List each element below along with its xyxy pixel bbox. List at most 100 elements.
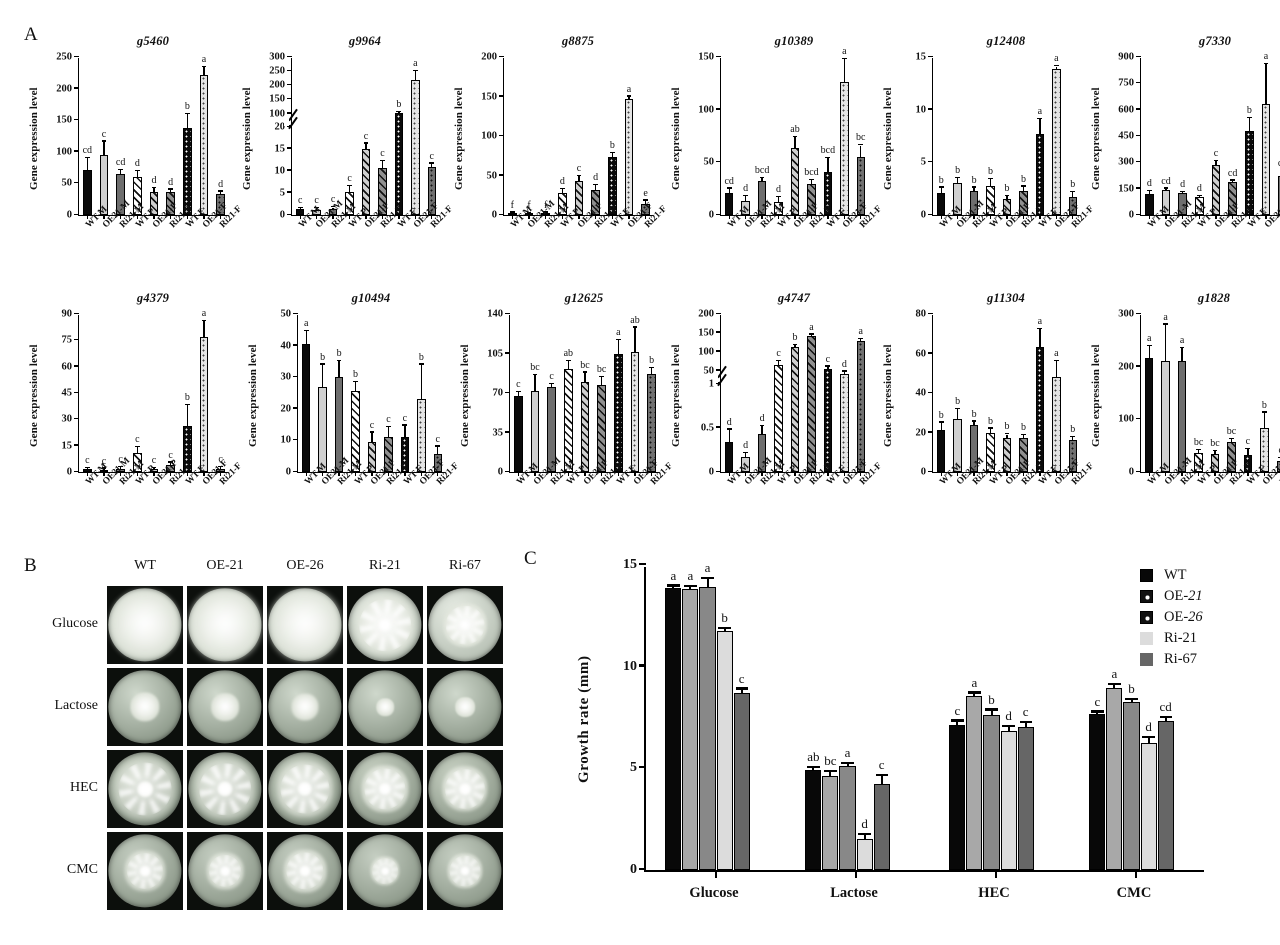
error-bar [186, 405, 188, 427]
x-axis-tick [854, 870, 858, 878]
x-axis-tick [1022, 472, 1025, 476]
x-axis-tick [169, 215, 172, 219]
bar [1245, 130, 1254, 215]
plate-image [347, 832, 423, 910]
fungal-colony [291, 693, 319, 721]
significance-letter: b [609, 140, 615, 152]
bar [301, 344, 311, 472]
error-bar-cap [1053, 65, 1059, 67]
legend-swatch [1140, 632, 1153, 645]
x-axis-tick [1231, 215, 1234, 219]
y-axis-tick [716, 108, 721, 110]
gene-chart-g4379: g4379 Gene expression level 0 15 30 45 60 75 90 c… [28, 291, 244, 541]
error-bar [706, 579, 709, 588]
gene-chart-plot-area: 0 50 100 150 200 f f f d c d b a e [481, 52, 653, 221]
y-axis-tick [74, 470, 79, 472]
error-bar-cap [858, 144, 864, 146]
colony-core [460, 866, 470, 876]
error-bar [843, 59, 845, 83]
x-axis-tick [103, 472, 105, 476]
error-bar-cap [1146, 344, 1152, 347]
y-axis-tick [293, 312, 298, 314]
significance-letter: d [1196, 183, 1202, 195]
significance-letter: b [1128, 681, 1135, 697]
y-axis-tick-label: 0 [491, 209, 497, 221]
significance-letter: b [1261, 399, 1267, 411]
significance-letter: ab [807, 749, 820, 765]
bar [417, 399, 426, 472]
error-bar-cap [549, 382, 555, 384]
bar [427, 167, 437, 215]
error-bar-cap [1261, 411, 1267, 413]
x-axis-tick [634, 472, 636, 476]
error-bar [973, 187, 975, 191]
x-axis-tick [827, 215, 829, 219]
significance-letter: bc [1210, 437, 1220, 449]
bar [724, 441, 734, 472]
x-axis-tick [534, 472, 536, 476]
significance-letter: b [955, 165, 961, 177]
significance-letter: d [134, 158, 140, 170]
gene-chart-ylabel: Gene expression level [670, 344, 682, 448]
y-axis-tick-label: 60 [61, 361, 73, 373]
error-bar [203, 67, 205, 75]
error-bar [1198, 196, 1200, 198]
error-bar [153, 468, 155, 470]
error-bar [957, 178, 959, 184]
y-axis-tick-label: 15 [915, 51, 927, 63]
gene-chart-plot-area: 0 5 10 15 b b b b b b a a b [916, 52, 1080, 221]
error-bar-cap [988, 177, 993, 180]
error-bar [827, 366, 829, 370]
colony-core [378, 782, 392, 796]
plate-row-label-lactose: Lactose [54, 698, 98, 713]
error-bar-cap [402, 424, 408, 426]
x-axis-tick [600, 472, 603, 476]
legend-swatch [1140, 590, 1153, 603]
gene-chart-ylabel: Gene expression level [247, 344, 259, 448]
x-axis-tick [299, 215, 301, 219]
y-axis-tick-label: 0 [1128, 466, 1134, 478]
bar [856, 340, 866, 472]
x-axis-tick [387, 472, 390, 476]
error-bar [595, 185, 597, 190]
error-bar [1232, 180, 1234, 182]
y-axis-tick [74, 365, 79, 367]
error-bar [846, 764, 849, 766]
error-bar-cap [985, 708, 998, 711]
error-bar [103, 468, 105, 470]
error-bar-cap [875, 774, 888, 777]
error-bar [973, 421, 975, 425]
significance-letter: b [938, 409, 944, 421]
significance-letter: d [841, 358, 847, 370]
significance-letter: cd [82, 145, 93, 157]
error-bar [420, 364, 422, 400]
bar [1210, 453, 1220, 472]
growth-bar [699, 587, 716, 870]
significance-letter: cd [1278, 158, 1280, 169]
bar [840, 82, 849, 215]
colony-core [381, 867, 389, 875]
error-bar-cap [184, 404, 190, 406]
error-bar [1165, 188, 1167, 191]
bar [83, 170, 92, 215]
error-bar-cap [955, 176, 961, 179]
y-axis-tick [505, 391, 510, 393]
error-bar-cap [330, 206, 336, 208]
x-axis-tick [1165, 215, 1167, 219]
error-bar-cap [559, 187, 565, 189]
error-bar [940, 187, 942, 193]
legend-item-wt: WT [1140, 565, 1203, 586]
bar [790, 346, 800, 472]
error-bar [551, 383, 553, 388]
significance-letter: d [759, 413, 765, 424]
error-bar-cap [412, 69, 418, 72]
error-bar-cap [1263, 62, 1269, 65]
x-axis-tick [371, 472, 373, 476]
x-axis-tick [103, 215, 105, 219]
x-axis-tick [567, 472, 570, 476]
x-axis-tick [777, 215, 780, 219]
error-bar-cap [369, 431, 375, 433]
error-bar [387, 427, 390, 437]
significance-letter: b [721, 610, 728, 626]
fungal-colony [190, 590, 260, 660]
